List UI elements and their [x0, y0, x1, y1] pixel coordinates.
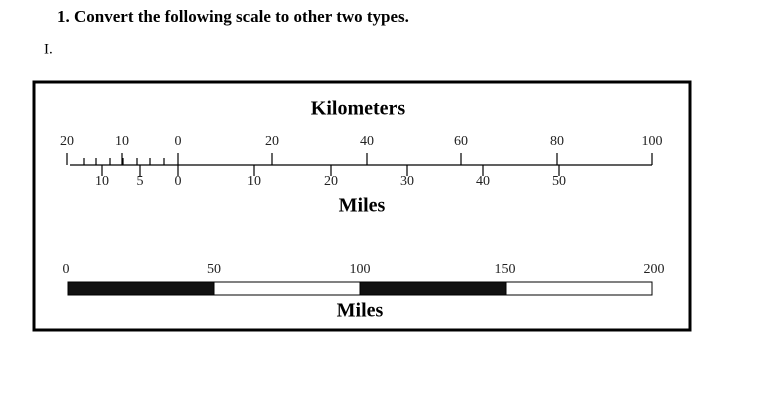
km-label: 10: [115, 134, 129, 149]
bar-segment: [67, 281, 215, 296]
km-label: 20: [265, 134, 279, 149]
heading: 1. Convert the following scale to other …: [57, 7, 409, 26]
mile-label: 40: [476, 174, 490, 189]
scale-box: [32, 80, 692, 332]
mile-label: 0: [175, 174, 182, 189]
mile-label: 30: [400, 174, 414, 189]
bar-label: 50: [207, 262, 221, 277]
bar-label: 150: [495, 262, 516, 277]
bar-unit: Miles: [337, 300, 384, 322]
mile-label: 10: [95, 174, 109, 189]
mile-label: 50: [552, 174, 566, 189]
km-label: 60: [454, 134, 468, 149]
bar-segment: [213, 281, 361, 296]
unit-top: Kilometers: [311, 98, 406, 120]
km-label: 40: [360, 134, 374, 149]
mile-label: 5: [137, 174, 144, 189]
mile-label: 10: [247, 174, 261, 189]
bar-label: 200: [644, 262, 665, 277]
km-label: 20: [60, 134, 74, 149]
bar-label: 0: [63, 262, 70, 277]
item-label: I.: [44, 41, 53, 57]
km-label: 0: [175, 134, 182, 149]
bar-segment: [505, 281, 653, 296]
bar-segment: [359, 281, 507, 296]
km-label: 80: [550, 134, 564, 149]
unit-bottom: Miles: [339, 195, 386, 217]
km-label: 100: [642, 134, 663, 149]
bar-label: 100: [350, 262, 371, 277]
mile-label: 20: [324, 174, 338, 189]
